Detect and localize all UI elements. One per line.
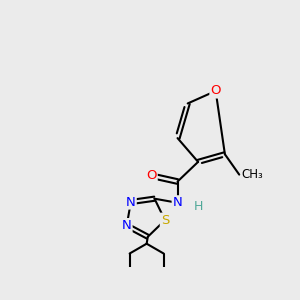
Text: N: N <box>173 196 182 209</box>
Text: N: N <box>122 219 132 232</box>
Text: S: S <box>161 214 169 227</box>
Text: O: O <box>210 85 221 98</box>
Text: O: O <box>146 169 157 182</box>
Text: H: H <box>194 200 204 213</box>
Text: CH₃: CH₃ <box>242 168 263 181</box>
Text: N: N <box>126 196 136 208</box>
